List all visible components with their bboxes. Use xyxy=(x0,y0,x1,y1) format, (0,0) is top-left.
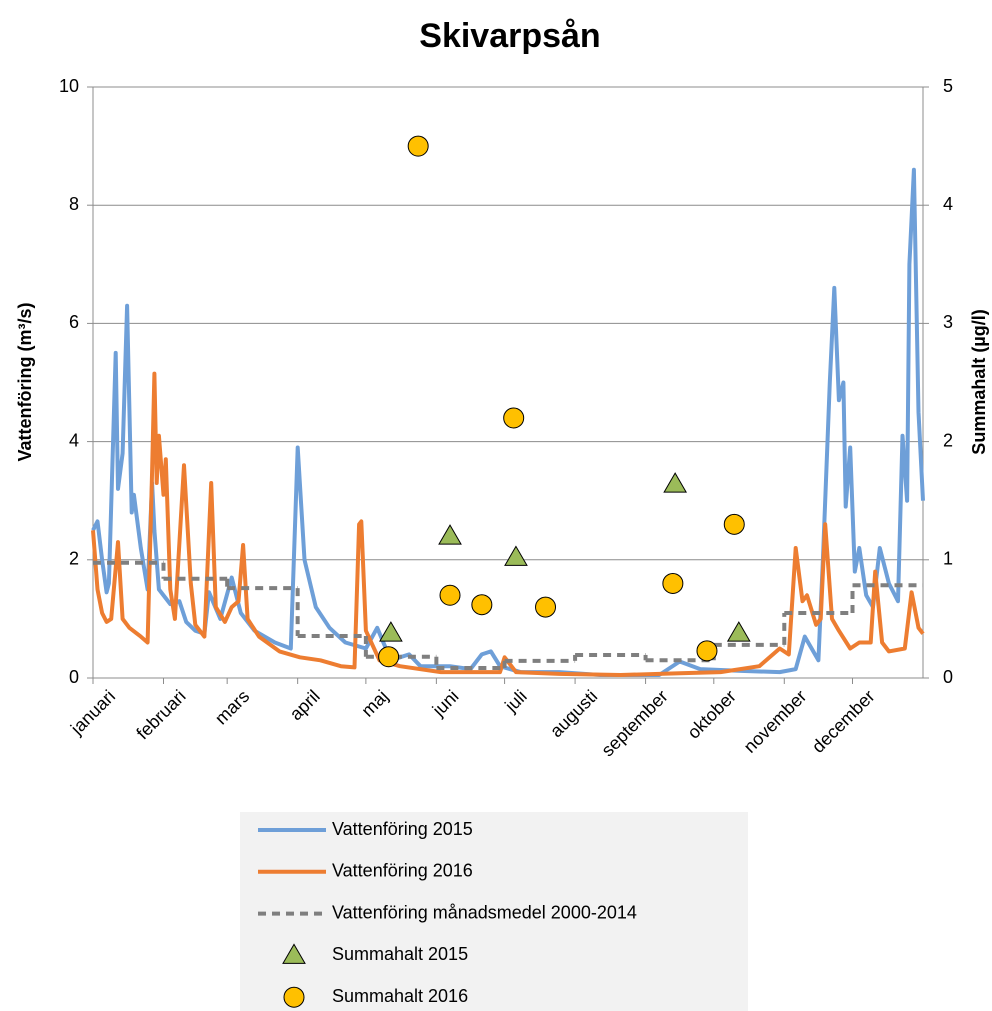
triangle-marker xyxy=(504,545,528,566)
circle-marker xyxy=(662,572,684,594)
y2-tick-label: 1 xyxy=(943,549,953,569)
circle-marker xyxy=(503,407,525,429)
x-tick-label: januari xyxy=(66,686,119,739)
circle-marker xyxy=(378,646,400,668)
triangle-marker xyxy=(282,943,306,964)
y2-tick-label: 5 xyxy=(943,76,953,96)
triangle-marker xyxy=(726,621,751,642)
y-tick-label: 0 xyxy=(69,667,79,687)
circle-marker xyxy=(723,513,745,535)
circle-marker xyxy=(407,135,429,157)
y2-tick-label: 0 xyxy=(943,667,953,687)
circle-marker xyxy=(696,640,718,662)
x-tick-label: maj xyxy=(357,686,392,721)
triangle-marker xyxy=(438,524,462,545)
triangle-marker xyxy=(663,472,688,493)
x-tick-label: november xyxy=(740,686,811,757)
x-tick-label: augusti xyxy=(546,686,601,741)
circle-marker xyxy=(471,594,493,616)
line xyxy=(91,371,925,677)
y2-tick-label: 2 xyxy=(943,430,953,450)
legend-label: Vattenföring 2016 xyxy=(332,861,473,881)
y2-tick-label: 4 xyxy=(943,194,953,214)
x-tick-label: september xyxy=(597,686,671,760)
x-tick-label: oktober xyxy=(683,686,740,743)
circle-marker xyxy=(535,596,557,618)
legend-label: Vattenföring månadsmedel 2000-2014 xyxy=(332,902,637,922)
y2-tick-label: 3 xyxy=(943,312,953,332)
x-tick-label: juli xyxy=(500,686,530,716)
y-tick-label: 2 xyxy=(69,549,79,569)
y-tick-label: 6 xyxy=(69,312,79,332)
circle-marker xyxy=(283,986,305,1008)
legend-label: Summahalt 2016 xyxy=(332,986,468,1006)
y-tick-label: 4 xyxy=(69,430,79,450)
circle-marker xyxy=(439,584,461,606)
legend-box xyxy=(240,812,748,1011)
y2-axis-label: Summahalt (µg/l) xyxy=(969,309,989,454)
legend-label: Summahalt 2015 xyxy=(332,944,468,964)
y-axis-label: Vattenföring (m³/s) xyxy=(15,302,35,461)
x-tick-label: mars xyxy=(211,686,253,728)
x-tick-label: februari xyxy=(132,686,189,743)
y-tick-label: 10 xyxy=(59,76,79,96)
y-tick-label: 8 xyxy=(69,194,79,214)
x-tick-label: april xyxy=(286,686,324,724)
triangle-marker xyxy=(379,621,403,642)
x-tick-label: december xyxy=(808,686,879,757)
chart-title: Skivarpsån xyxy=(419,17,600,55)
legend-label: Vattenföring 2015 xyxy=(332,819,473,839)
x-tick-label: juni xyxy=(428,686,463,721)
